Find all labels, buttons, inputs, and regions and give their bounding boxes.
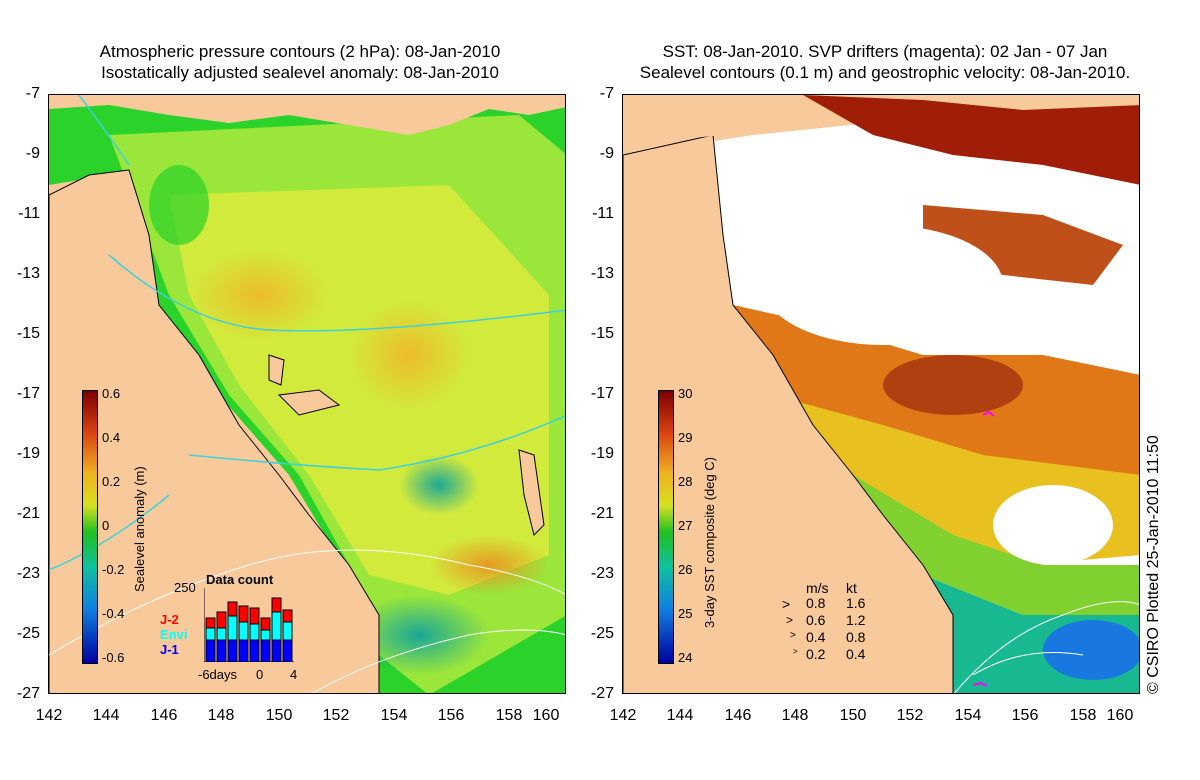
left-ytick: -7 bbox=[25, 85, 40, 102]
velocity-legend-kt: 1.6 bbox=[846, 595, 866, 611]
sst-colorbar-tick: 27 bbox=[678, 518, 693, 533]
left-ytick: -11 bbox=[18, 205, 40, 222]
left-ytick: -21 bbox=[16, 505, 40, 522]
sst-colorbar-label: 3-day SST composite (deg C) bbox=[702, 457, 717, 628]
velocity-arrow-icon: > bbox=[786, 613, 794, 627]
right-ytick: -13 bbox=[590, 265, 614, 282]
left-xtick: 160 bbox=[532, 707, 560, 724]
sst-colorbar-tick: 24 bbox=[678, 650, 693, 665]
left-xtick: 148 bbox=[207, 707, 235, 724]
left-ytick: -9 bbox=[25, 145, 40, 162]
left-xtick: 158 bbox=[495, 707, 523, 724]
velocity-arrow-icon: > bbox=[790, 630, 796, 641]
right-xtick: 152 bbox=[896, 707, 924, 724]
velocity-legend-ms: 0.4 bbox=[806, 629, 826, 645]
mission-envi-label: Envi bbox=[160, 627, 188, 642]
left-ytick: -15 bbox=[16, 325, 40, 342]
right-xtick: 156 bbox=[1011, 707, 1039, 724]
anomaly-colorbar bbox=[82, 390, 98, 664]
anomaly-colorbar-label: Sealevel anomaly (m) bbox=[132, 466, 147, 592]
right-title-line2: Sealevel contours (0.1 m) and geostrophi… bbox=[639, 63, 1131, 82]
sst-colorbar-tick: 28 bbox=[678, 474, 693, 489]
sst-colorbar-tick: 26 bbox=[678, 562, 693, 577]
sst-map-graphic bbox=[623, 95, 1139, 693]
right-xtick: 144 bbox=[666, 707, 694, 724]
data-count-title: Data count bbox=[206, 572, 274, 587]
right-ytick: -11 bbox=[592, 205, 614, 222]
sst-colorbar-tick: 30 bbox=[678, 386, 693, 401]
sst-colorbar-tick: 25 bbox=[678, 606, 693, 621]
data-count-max: 250 bbox=[174, 580, 196, 595]
right-xtick: 150 bbox=[839, 707, 867, 724]
left-title-line2: Isostatically adjusted sealevel anomaly:… bbox=[101, 63, 499, 82]
velocity-legend-kt-header: kt bbox=[846, 580, 857, 596]
right-xtick: 142 bbox=[609, 707, 637, 724]
left-ytick: -13 bbox=[16, 265, 40, 282]
left-xtick: 152 bbox=[322, 707, 350, 724]
left-xtick: 144 bbox=[92, 707, 120, 724]
anomaly-colorbar-tick: 0.6 bbox=[102, 386, 121, 401]
left-ytick: -25 bbox=[16, 625, 40, 642]
left-xtick: 146 bbox=[150, 707, 178, 724]
velocity-legend-ms-header: m/s bbox=[806, 580, 829, 596]
left-xtick: 154 bbox=[380, 707, 408, 724]
velocity-legend-ms: 0.2 bbox=[806, 646, 826, 662]
velocity-legend-ms: 0.6 bbox=[806, 612, 826, 628]
right-ytick: -21 bbox=[590, 505, 614, 522]
left-ytick: -23 bbox=[16, 565, 40, 582]
sst-colorbar bbox=[658, 390, 674, 664]
right-xtick: 160 bbox=[1106, 707, 1134, 724]
velocity-legend-kt: 1.2 bbox=[846, 612, 866, 628]
right-xtick: 158 bbox=[1069, 707, 1097, 724]
anomaly-colorbar-tick: -0.4 bbox=[102, 606, 125, 621]
anomaly-colorbar-tick: -0.6 bbox=[102, 650, 125, 665]
velocity-legend-kt: 0.4 bbox=[846, 646, 866, 662]
left-ytick: -27 bbox=[16, 685, 40, 702]
right-ytick: -15 bbox=[590, 325, 614, 342]
mission-j1-label: J-1 bbox=[160, 642, 179, 657]
right-xtick: 154 bbox=[954, 707, 982, 724]
right-ytick: -27 bbox=[590, 685, 614, 702]
right-ytick: -7 bbox=[599, 85, 614, 102]
sst-map bbox=[622, 94, 1140, 694]
data-count-axis-label: -6days bbox=[198, 667, 238, 682]
sealevel-anomaly-map bbox=[48, 94, 566, 694]
sst-colorbar-tick: 29 bbox=[678, 430, 693, 445]
velocity-legend-ms: 0.8 bbox=[806, 595, 826, 611]
right-xtick: 148 bbox=[781, 707, 809, 724]
velocity-arrow-icon: > bbox=[793, 647, 798, 656]
mission-j2-label: J-2 bbox=[160, 612, 179, 627]
left-title-line1: Atmospheric pressure contours (2 hPa): 0… bbox=[99, 42, 501, 61]
right-xtick: 146 bbox=[724, 707, 752, 724]
velocity-legend-kt: 0.8 bbox=[846, 629, 866, 645]
left-xtick: 142 bbox=[35, 707, 63, 724]
left-xtick: 156 bbox=[437, 707, 465, 724]
anomaly-colorbar-tick: 0 bbox=[102, 518, 110, 533]
right-title-line1: SST: 08-Jan-2010. SVP drifters (magenta)… bbox=[662, 42, 1108, 61]
left-ytick: -17 bbox=[16, 385, 40, 402]
velocity-arrow-icon: > bbox=[782, 596, 791, 612]
credit-text: © CSIRO Plotted 25-Jan-2010 11:50 bbox=[1145, 435, 1162, 694]
right-ytick: -19 bbox=[590, 445, 614, 462]
data-count-axis-label: 0 bbox=[256, 667, 264, 682]
right-ytick: -25 bbox=[590, 625, 614, 642]
anomaly-colorbar-tick: -0.2 bbox=[102, 562, 125, 577]
anomaly-colorbar-tick: 0.4 bbox=[102, 430, 121, 445]
right-ytick: -9 bbox=[599, 145, 614, 162]
left-ytick: -19 bbox=[16, 445, 40, 462]
data-count-histogram bbox=[204, 588, 294, 662]
data-count-axis-label: 4 bbox=[290, 667, 298, 682]
left-xtick: 150 bbox=[265, 707, 293, 724]
anomaly-colorbar-tick: 0.2 bbox=[102, 474, 121, 489]
sealevel-anomaly-map-graphic bbox=[49, 95, 565, 693]
right-ytick: -17 bbox=[590, 385, 614, 402]
right-ytick: -23 bbox=[590, 565, 614, 582]
